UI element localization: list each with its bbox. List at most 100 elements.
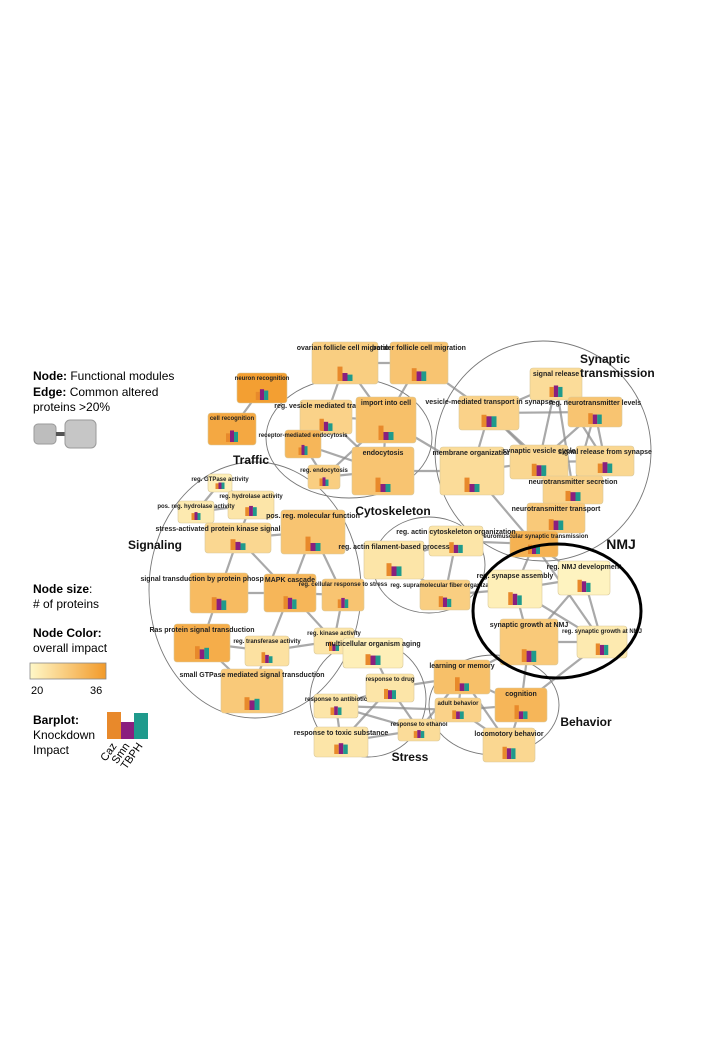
bar-smn: [322, 477, 326, 486]
node-box: [458, 395, 520, 431]
bar-caz: [337, 599, 342, 608]
bar-caz: [514, 705, 519, 719]
bar-caz: [577, 579, 582, 592]
node-actin-fil: reg. actin filament-based process: [338, 540, 450, 580]
node-hydrolase: reg. hydrolase activity: [219, 490, 283, 520]
bar-smn: [323, 421, 329, 431]
bar-smn: [416, 371, 422, 381]
bar-tbph: [392, 690, 396, 699]
bar-smn: [602, 462, 608, 473]
bar-caz: [319, 418, 324, 431]
bar-tbph: [396, 566, 402, 576]
bar-smn: [553, 385, 559, 397]
bar-tbph: [292, 599, 297, 609]
bar-tbph: [335, 645, 339, 651]
bar-smn: [218, 482, 222, 489]
node-label: reg. neurotransmitter levels: [549, 400, 641, 407]
node-signal-phos: signal transduction by protein phosphory…: [140, 572, 298, 614]
bar-smn: [342, 373, 348, 381]
bar-tbph: [344, 599, 349, 608]
legend-node-title: Node:: [33, 369, 67, 383]
legend-barplot-text-1: Knockdown: [33, 728, 96, 742]
bar-smn: [512, 593, 518, 605]
bar-tbph: [315, 543, 321, 551]
legend-color: Node Color: overall impact: [33, 626, 107, 656]
node-toxic: response to toxic substance: [294, 726, 388, 758]
node-pos-mol: pos. reg. molecular function: [266, 509, 360, 555]
node-box: [389, 341, 449, 385]
node-label: reg. kinase activity: [307, 631, 361, 637]
nodes: neuron recognition cell recognition ovaria…: [140, 341, 652, 763]
node-supramol: reg. supramolecular fiber organization: [390, 579, 500, 611]
legend-edge-text-2: proteins >20%: [33, 400, 111, 414]
node-label: Ras protein signal transduction: [149, 627, 254, 634]
bar-tbph: [607, 463, 613, 473]
bar-smn: [391, 566, 397, 576]
node-box: [419, 579, 471, 611]
node-label: reg. endocytosis: [300, 468, 348, 474]
bar-smn: [532, 545, 536, 554]
bar-tbph: [240, 543, 246, 550]
bar-caz: [283, 596, 288, 609]
bar-caz: [386, 563, 392, 576]
node-cell-recog: cell recognition: [207, 412, 257, 446]
bar-caz: [464, 477, 470, 492]
node-box: [263, 573, 317, 613]
legend-size-title: Node size: [33, 582, 90, 596]
legend-color-title: Node Color:: [33, 626, 102, 640]
node-border: border follicle cell migration: [372, 341, 466, 385]
node-small-gtpase: small GTPase mediated signal transductio…: [179, 668, 325, 714]
node-label: reg. transferase activity: [233, 639, 301, 645]
node-neuron-recog: neuron recognition: [235, 372, 290, 404]
node-box: [313, 726, 369, 758]
node-label: response to drug: [365, 677, 414, 683]
node-label: neuromuscular synaptic transmission: [480, 534, 589, 540]
node-label: reg. vesicle mediated transport: [274, 403, 378, 410]
bar-caz: [455, 677, 460, 691]
node-label: neurotransmitter secretion: [528, 479, 617, 486]
group-label-nmj: NMJ: [606, 536, 636, 552]
bar-caz: [375, 477, 381, 492]
bar-tbph: [511, 748, 516, 759]
node-neurotrans-transp: neurotransmitter transport: [512, 502, 601, 534]
node-label: stress-activated protein kinase signalin…: [156, 526, 321, 533]
bar-smn: [526, 650, 532, 662]
bar-smn: [453, 544, 459, 553]
node-reg-endo: reg. endocytosis: [300, 464, 349, 490]
group-outline-synaptic: [434, 340, 652, 562]
legend-barplot-title: Barplot:: [33, 713, 79, 727]
node-label: membrane organization: [433, 450, 512, 457]
node-syn-growth: synaptic growth at NMJ: [490, 618, 568, 666]
bar-caz: [595, 643, 600, 655]
group-labels: Traffic Synaptic transmission Signaling Cyto…: [128, 352, 655, 764]
node-gtpase: reg. GTPase activity: [191, 473, 249, 493]
node-box: [280, 509, 346, 555]
legend-barplot: Caz Smn TBPH: [98, 712, 148, 772]
bar-tbph: [420, 731, 425, 738]
bar-tbph: [575, 492, 581, 501]
node-label: signal release from synapse: [558, 449, 652, 456]
group-outline-nmj: [471, 542, 643, 680]
bar-smn: [388, 690, 392, 699]
bar-caz: [452, 710, 457, 719]
node-label: reg. supramolecular fiber organization: [390, 583, 500, 589]
node-locomotory: locomotory behavior: [474, 727, 544, 763]
bar-tbph: [254, 698, 260, 710]
bar-smn: [506, 748, 512, 759]
node-label: signal transduction by protein phosphory…: [140, 576, 297, 583]
group-label-synaptic: Synaptic transmission: [580, 352, 655, 380]
bar-smn: [287, 597, 293, 609]
node-label: multicellular organism aging: [325, 641, 420, 648]
node-box: [576, 625, 628, 659]
node-adult-behavior: adult behavior: [434, 697, 482, 723]
legend-bar-tbph: [134, 713, 148, 739]
node-label: reg. GTPase activity: [191, 477, 249, 483]
bar-smn: [536, 465, 542, 476]
bar-tbph: [459, 711, 464, 719]
bar-tbph: [491, 416, 497, 427]
node-label: cell recognition: [210, 416, 255, 422]
node-label: response to antibiotic: [305, 697, 368, 703]
legend-size-text: # of proteins: [33, 597, 100, 611]
bar-smn: [518, 711, 524, 719]
node-box: [207, 412, 257, 446]
